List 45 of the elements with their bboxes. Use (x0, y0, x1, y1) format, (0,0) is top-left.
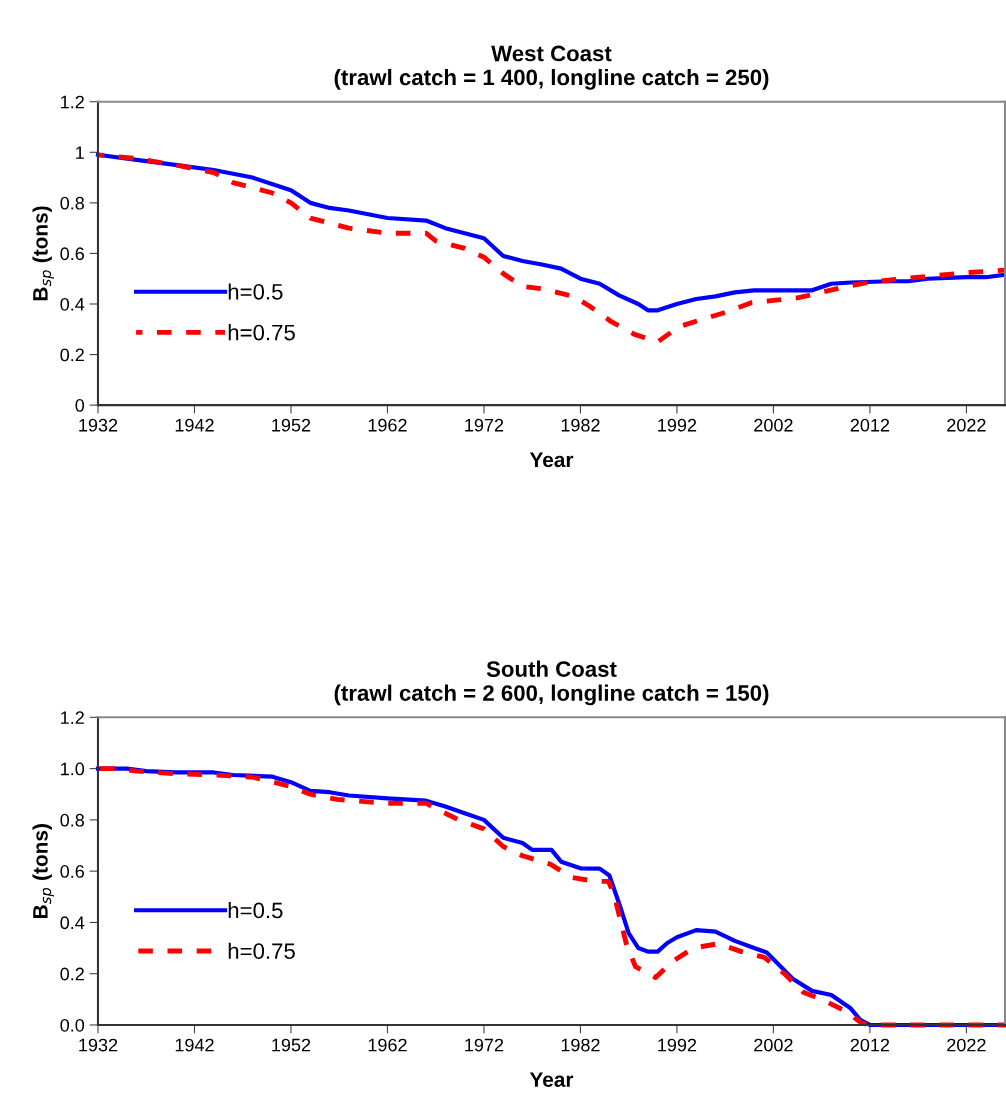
y-tick-label: 0.4 (60, 297, 85, 311)
x-tick-label: 1932 (79, 418, 118, 432)
y-axis-title: B$_{sp}$ (tons) (32, 824, 55, 918)
x-tick-label: 1992 (658, 1038, 697, 1052)
x-tick-label: 1972 (465, 418, 504, 432)
x-tick-label: 1972 (465, 1038, 504, 1052)
y-tick-label: 0.4 (60, 916, 85, 930)
legend-label: h=0.75 (228, 942, 295, 959)
y-tick-label: 0.8 (60, 813, 85, 827)
y-tick-label: 1.2 (61, 711, 84, 724)
y-tick-label: 0.6 (60, 247, 84, 261)
x-tick-label: 2012 (850, 1038, 890, 1052)
y-tick-label: 0.0 (60, 1018, 85, 1032)
x-axis-title: Year (529, 1072, 574, 1087)
x-tick-label: 2022 (947, 1038, 986, 1052)
x-tick-label: 1952 (272, 1038, 311, 1052)
legend-label: h=0.5 (228, 901, 283, 919)
legend-label: h=0.5 (228, 283, 283, 300)
x-axis-title: Year (529, 452, 574, 468)
x-tick-label: 2022 (947, 418, 986, 432)
y-tick-label: 0.2 (60, 967, 84, 981)
y-tick-label: 0.2 (60, 348, 84, 362)
x-tick-label: 1982 (561, 418, 600, 432)
x-tick-label: 1962 (368, 418, 407, 432)
y-tick-label: 1.0 (61, 762, 85, 776)
x-tick-label: 1982 (561, 1038, 600, 1052)
x-tick-label: 2002 (754, 418, 793, 432)
y-tick-label: 1.2 (61, 95, 84, 109)
x-tick-label: 2012 (850, 418, 890, 432)
y-tick-label: 0.6 (60, 865, 84, 878)
y-axis-title: B$_{sp}$ (tons) (32, 206, 55, 301)
x-tick-label: 1992 (658, 418, 697, 432)
x-tick-label: 1962 (368, 1038, 407, 1052)
x-tick-label: 1952 (272, 418, 311, 432)
legend-label: h=0.75 (228, 324, 295, 341)
y-tick-label: 0.8 (60, 196, 85, 210)
y-tick-label: 0 (75, 399, 85, 412)
y-tick-label: 1 (76, 146, 84, 159)
line-series (95, 152, 1006, 313)
x-tick-label: 2002 (754, 1038, 793, 1052)
x-tick-label: 1942 (175, 418, 214, 432)
x-tick-label: 1942 (175, 1038, 214, 1052)
x-tick-label: 1932 (79, 1038, 118, 1052)
chart-title: South Coast (trawl catch = 2 600, longline catch = 150) (334, 660, 769, 706)
chart-title: West Coast (trawl catch = 1 400, longline catch = 250) (334, 45, 769, 90)
